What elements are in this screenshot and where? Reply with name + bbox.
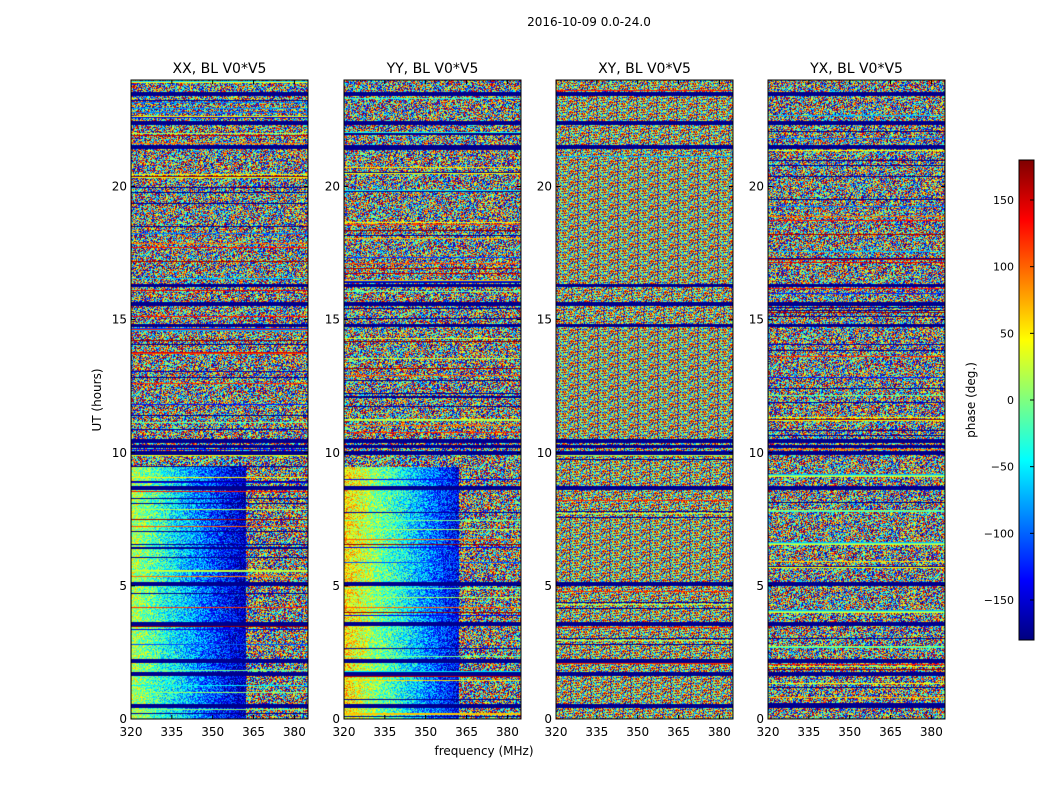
colorbar-tick-label: 150 bbox=[993, 194, 1014, 207]
heatmap-image bbox=[556, 80, 733, 719]
x-tick-label: 335 bbox=[160, 725, 183, 739]
x-tick-label: 365 bbox=[242, 725, 265, 739]
heatmap-canvas bbox=[131, 80, 308, 719]
y-tick-label: 5 bbox=[544, 579, 552, 593]
x-tick-label: 335 bbox=[585, 725, 608, 739]
colorbar-label: phase (deg.) bbox=[964, 362, 978, 438]
x-tick-label: 335 bbox=[797, 725, 820, 739]
x-tick-label: 320 bbox=[757, 725, 780, 739]
panel-title: XY, BL V0*V5 bbox=[598, 61, 691, 77]
heatmap-image bbox=[131, 80, 308, 719]
y-axis-label: UT (hours) bbox=[90, 368, 104, 431]
panel-title: XX, BL V0*V5 bbox=[173, 61, 267, 77]
y-tick-label: 5 bbox=[119, 579, 127, 593]
colorbar-ticks: 150 100 50 0 −50 −100 −150 bbox=[984, 194, 1034, 607]
x-tick-label: 380 bbox=[708, 725, 731, 739]
heatmap-image bbox=[768, 80, 945, 719]
panel-title: YY, BL V0*V5 bbox=[386, 61, 479, 77]
colorbar-tick-label: 0 bbox=[1007, 394, 1014, 407]
panel-2: XY, BL V0*V5 320 335 350 365 380 0 5 10 15 20 bbox=[537, 61, 734, 739]
y-tick-label: 0 bbox=[119, 712, 127, 726]
y-tick-label: 0 bbox=[332, 712, 340, 726]
x-tick-label: 320 bbox=[545, 725, 568, 739]
heatmap-canvas bbox=[556, 80, 733, 719]
x-axis-label: frequency (MHz) bbox=[434, 744, 533, 758]
y-tick-label: 10 bbox=[325, 446, 340, 460]
y-tick-label: 20 bbox=[112, 180, 127, 194]
colorbar-tick-label: −100 bbox=[984, 527, 1014, 540]
x-tick-label: 380 bbox=[283, 725, 306, 739]
x-tick-label: 320 bbox=[120, 725, 143, 739]
panel-frame bbox=[555, 79, 734, 720]
figure-title: 2016-10-09 0.0-24.0 bbox=[527, 15, 651, 29]
colorbar-tick-label: 100 bbox=[993, 261, 1014, 274]
y-tick-label: 20 bbox=[325, 180, 340, 194]
x-tick-label: 380 bbox=[920, 725, 943, 739]
panel-1: YY, BL V0*V5 320 335 350 365 380 0 5 10 15 20 bbox=[325, 61, 522, 739]
y-tick-label: 15 bbox=[749, 313, 764, 327]
x-tick-label: 380 bbox=[496, 725, 519, 739]
y-tick-label: 0 bbox=[544, 712, 552, 726]
y-tick-label: 5 bbox=[756, 579, 764, 593]
y-tick-label: 15 bbox=[325, 313, 340, 327]
y-tick-label: 10 bbox=[749, 446, 764, 460]
panel-0: XX, BL V0*V5 320 335 350 365 380 0 5 10 15 20 bbox=[112, 61, 309, 739]
y-tick-label: 15 bbox=[537, 313, 552, 327]
x-tick-label: 350 bbox=[626, 725, 649, 739]
colorbar-tick-label: 50 bbox=[1000, 327, 1014, 340]
panel-frame bbox=[767, 79, 946, 720]
y-tick-label: 10 bbox=[112, 446, 127, 460]
colorbar-tick-label: −150 bbox=[984, 594, 1014, 607]
y-tick-label: 5 bbox=[332, 579, 340, 593]
x-tick-label: 335 bbox=[373, 725, 396, 739]
x-tick-label: 365 bbox=[879, 725, 902, 739]
y-tick-label: 20 bbox=[537, 180, 552, 194]
panel-3: YX, BL V0*V5 320 335 350 365 380 0 5 10 15 20 bbox=[749, 61, 946, 739]
x-tick-label: 365 bbox=[455, 725, 478, 739]
x-tick-label: 350 bbox=[201, 725, 224, 739]
y-tick-label: 15 bbox=[112, 313, 127, 327]
heatmap-canvas bbox=[768, 80, 945, 719]
colorbar-tick-label: −50 bbox=[991, 461, 1014, 474]
x-tick-label: 365 bbox=[667, 725, 690, 739]
x-tick-label: 350 bbox=[414, 725, 437, 739]
colorbar: 150 100 50 0 −50 −100 −150 phase (deg.) bbox=[964, 159, 1035, 641]
y-tick-label: 20 bbox=[749, 180, 764, 194]
y-tick-label: 10 bbox=[537, 446, 552, 460]
heatmap-canvas bbox=[344, 80, 521, 719]
x-tick-label: 350 bbox=[838, 725, 861, 739]
panel-title: YX, BL V0*V5 bbox=[809, 61, 903, 77]
x-tick-label: 320 bbox=[333, 725, 356, 739]
heatmap-image bbox=[344, 80, 521, 719]
y-tick-label: 0 bbox=[756, 712, 764, 726]
panel-frame bbox=[130, 79, 309, 720]
panel-frame bbox=[343, 79, 522, 720]
